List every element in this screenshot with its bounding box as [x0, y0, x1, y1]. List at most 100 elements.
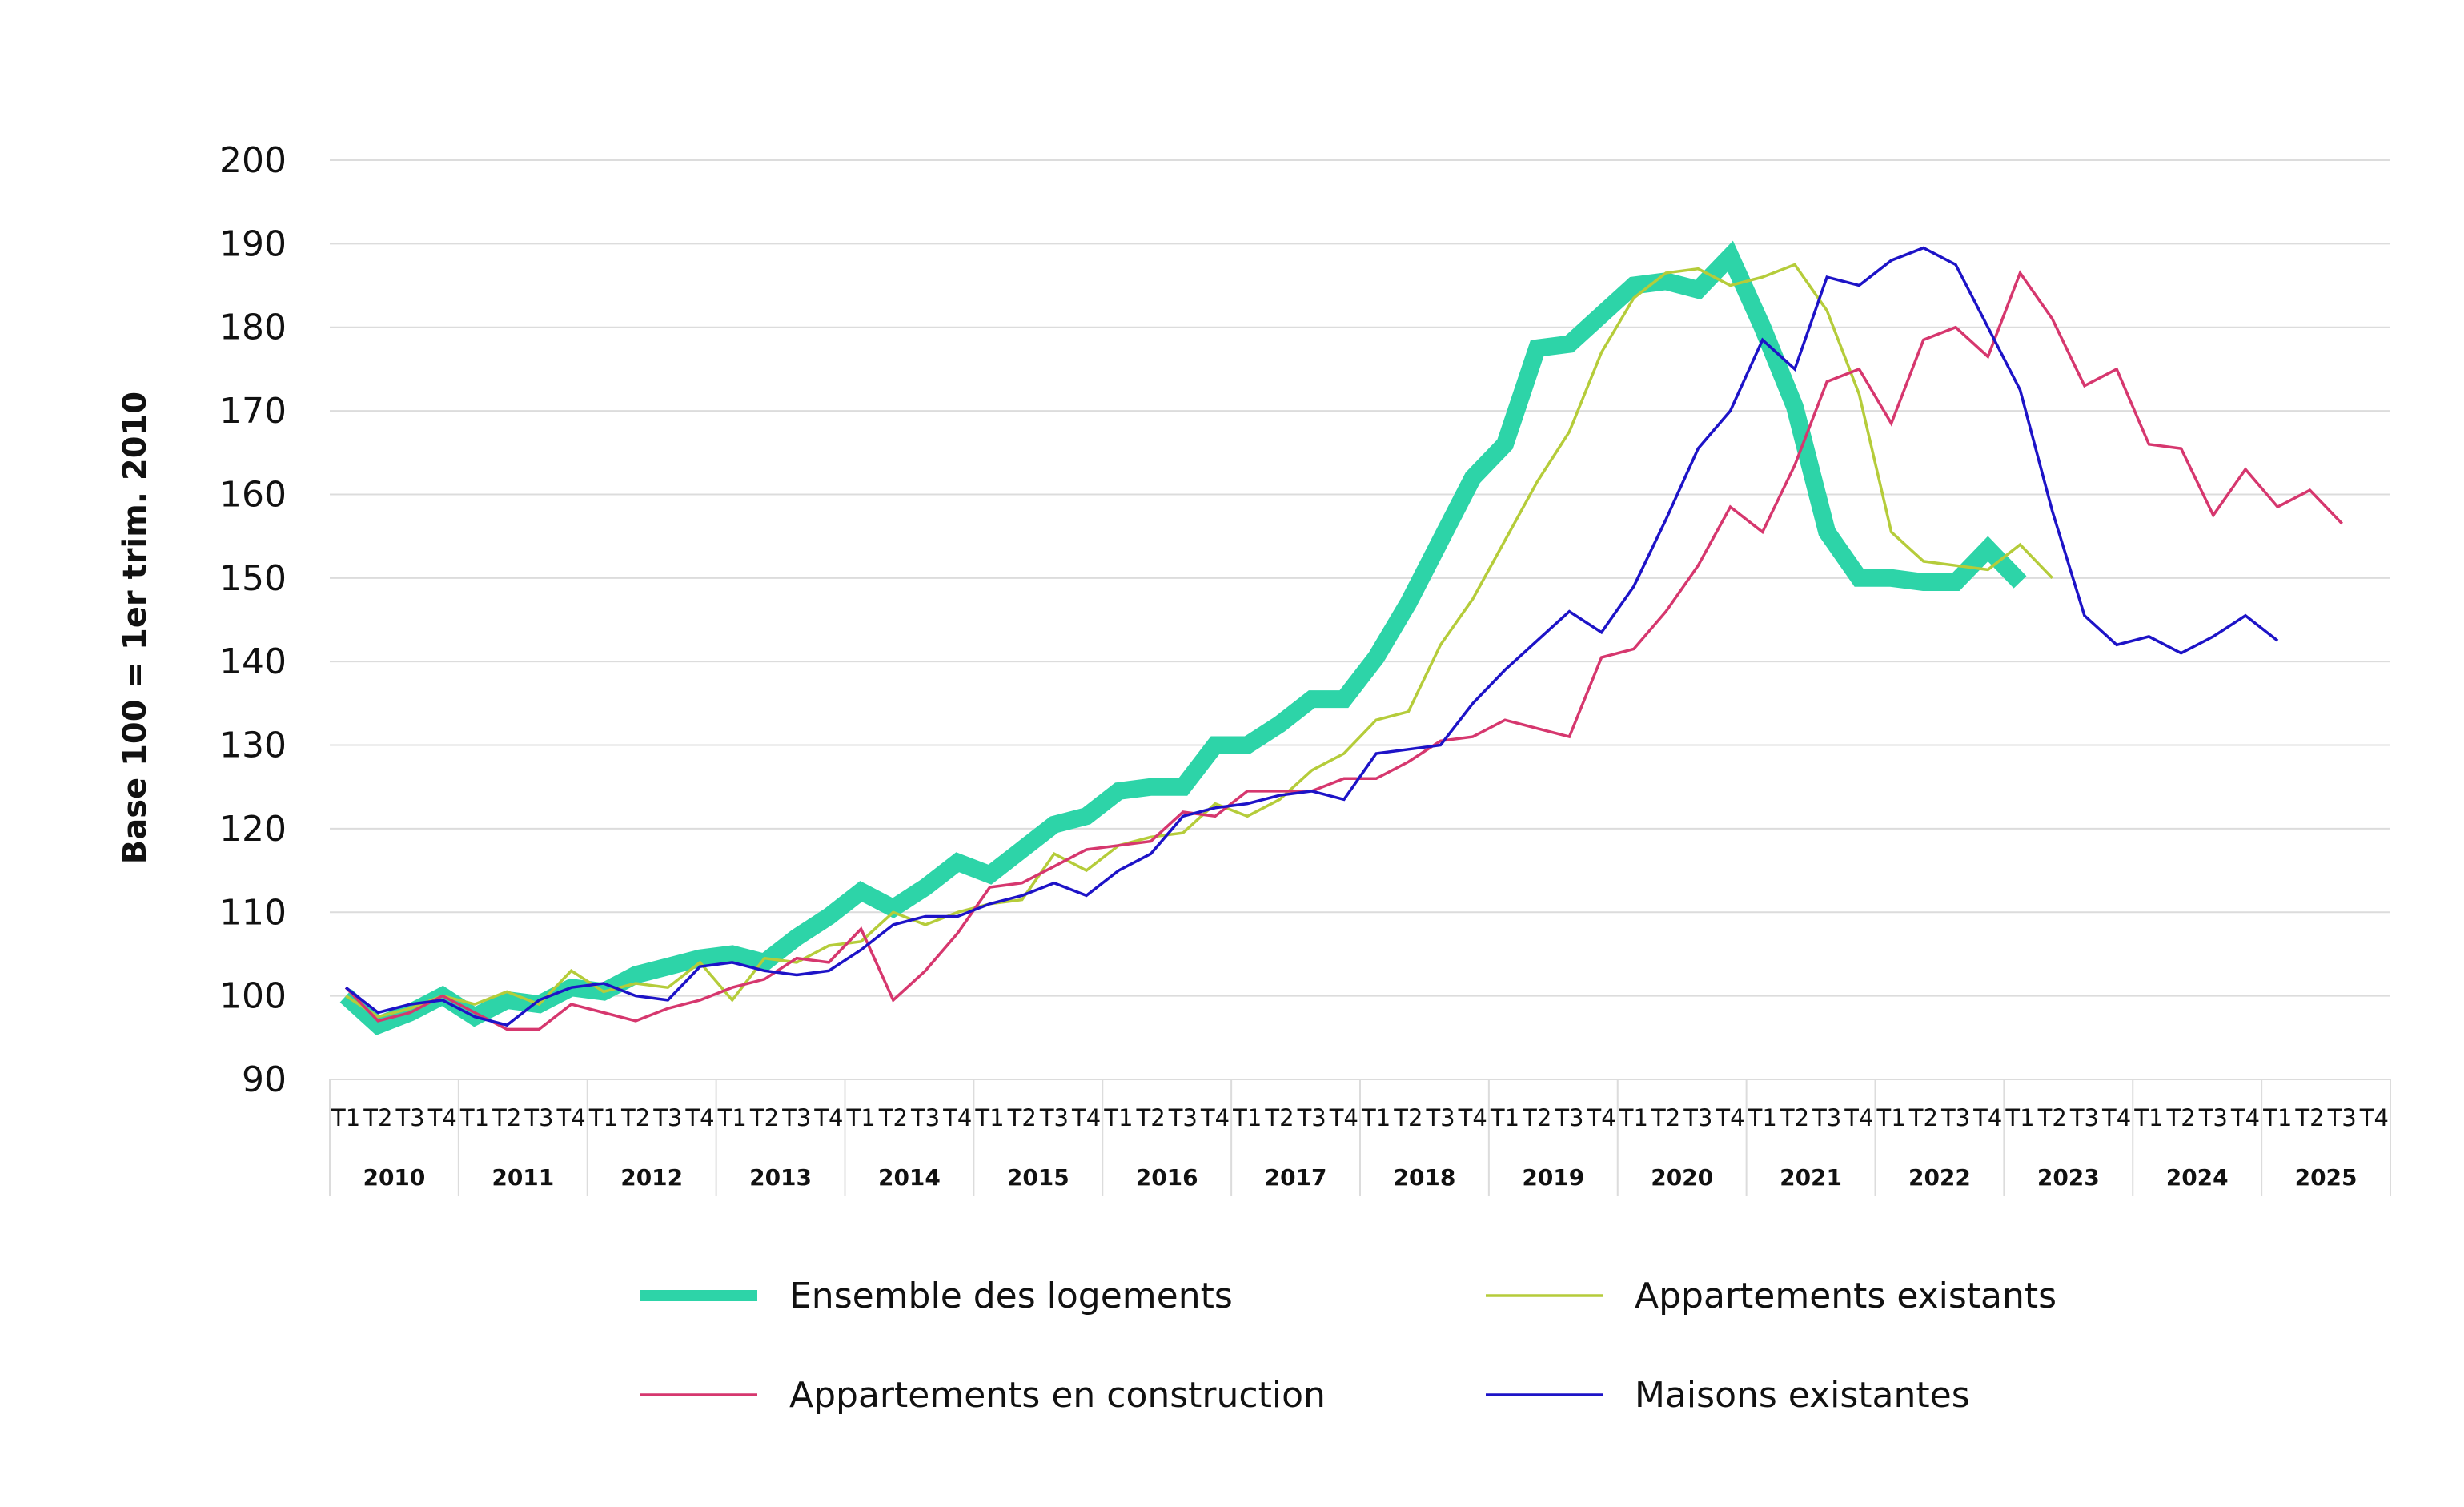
quarter-label: T1	[588, 1104, 618, 1131]
quarter-label: T1	[2133, 1104, 2163, 1131]
y-tick-label: 180	[219, 307, 287, 348]
quarter-label: T4	[1071, 1104, 1101, 1131]
series-line-appartements-existants	[345, 263, 2053, 1019]
quarter-label: T3	[2069, 1104, 2099, 1131]
year-label: 2013	[749, 1164, 812, 1191]
quarter-label: T1	[1619, 1104, 1648, 1131]
quarter-label: T4	[1329, 1104, 1358, 1131]
y-tick-label: 130	[219, 725, 287, 766]
gridlines	[330, 159, 2390, 997]
quarter-label: T3	[1683, 1104, 1712, 1131]
quarter-label: T4	[427, 1104, 457, 1131]
y-axis-ticks: 200 190 180 170 160 150 140 130 120 110 100 90	[219, 140, 287, 1100]
legend: Ensemble des logements Appartements exist…	[640, 1276, 2057, 1416]
quarter-label: T2	[363, 1104, 392, 1131]
y-tick-label: 90	[242, 1059, 287, 1100]
quarter-label: T4	[1715, 1104, 1744, 1131]
quarter-label: T1	[846, 1104, 876, 1131]
quarter-label: T3	[1168, 1104, 1198, 1131]
quarter-label: T4	[2230, 1104, 2260, 1131]
quarter-label: T2	[1135, 1104, 1165, 1131]
quarter-label: T2	[2037, 1104, 2067, 1131]
year-label: 2025	[2295, 1164, 2358, 1191]
quarter-label: T4	[813, 1104, 843, 1131]
quarter-label: T1	[1748, 1104, 1777, 1131]
quarter-label: T4	[1972, 1104, 2002, 1131]
quarter-label: T4	[556, 1104, 586, 1131]
y-tick-label: 140	[219, 641, 287, 682]
quarter-label: T2	[1908, 1104, 1938, 1131]
quarter-label: T2	[620, 1104, 650, 1131]
y-tick-label: 110	[219, 892, 287, 933]
y-tick-label: 150	[219, 558, 287, 599]
y-tick-label: 200	[219, 140, 287, 181]
year-label: 2015	[1007, 1164, 1069, 1191]
series-line-maisons-existantes	[345, 246, 2279, 1027]
quarter-label: T1	[1361, 1104, 1391, 1131]
quarter-label: T1	[1232, 1104, 1262, 1131]
legend-label-appartements-en-construction: Appartements en construction	[789, 1375, 1326, 1416]
quarter-label: T4	[2101, 1104, 2131, 1131]
quarter-label: T1	[717, 1104, 747, 1131]
y-tick-label: 120	[219, 809, 287, 850]
y-tick-label: 190	[219, 223, 287, 264]
quarter-label: T3	[1554, 1104, 1583, 1131]
quarter-label: T3	[2198, 1104, 2228, 1131]
legend-label-maisons-existantes: Maisons existantes	[1635, 1375, 1970, 1416]
quarter-label: T2	[749, 1104, 779, 1131]
legend-label-ensemble-des-logements: Ensemble des logements	[789, 1276, 1233, 1316]
year-label: 2012	[620, 1164, 683, 1191]
quarter-label: T2	[1393, 1104, 1423, 1131]
y-axis-label: Base 100 = 1er trim. 2010	[117, 392, 154, 865]
year-label: 2017	[1265, 1164, 1327, 1191]
quarter-label: T2	[2165, 1104, 2195, 1131]
quarter-label: T1	[2005, 1104, 2034, 1131]
year-label: 2024	[2166, 1164, 2229, 1191]
quarter-label: T2	[492, 1104, 521, 1131]
quarter-label: T3	[524, 1104, 553, 1131]
year-label: 2019	[1522, 1164, 1584, 1191]
quarter-label: T1	[974, 1104, 1004, 1131]
quarter-label: T3	[1812, 1104, 1841, 1131]
quarter-label: T1	[331, 1104, 360, 1131]
year-label: 2023	[2037, 1164, 2100, 1191]
quarter-label: T3	[1297, 1104, 1326, 1131]
quarter-label: T4	[942, 1104, 972, 1131]
series-lines	[339, 240, 2343, 1035]
year-label: 2010	[363, 1164, 425, 1191]
quarter-label: T4	[1587, 1104, 1616, 1131]
quarter-label: T3	[1425, 1104, 1455, 1131]
quarter-label: T2	[1522, 1104, 1551, 1131]
quarter-label: T2	[2294, 1104, 2324, 1131]
quarter-label: T1	[1876, 1104, 1906, 1131]
y-tick-label: 100	[219, 976, 287, 1017]
year-label: 2022	[1908, 1164, 1971, 1191]
quarter-label: T1	[1103, 1104, 1133, 1131]
quarter-label: T4	[1200, 1104, 1230, 1131]
year-label: 2014	[878, 1164, 941, 1191]
y-tick-label: 160	[219, 474, 287, 515]
year-label: 2016	[1136, 1164, 1198, 1191]
quarter-label: T4	[2359, 1104, 2389, 1131]
quarter-label: T2	[1780, 1104, 1809, 1131]
legend-label-appartements-existants: Appartements existants	[1635, 1276, 2057, 1316]
quarter-label: T4	[684, 1104, 714, 1131]
quarter-label: T4	[1458, 1104, 1487, 1131]
series-line-ensemble-des-logements	[339, 240, 2027, 1035]
quarter-label: T1	[459, 1104, 489, 1131]
y-tick-label: 170	[219, 391, 287, 432]
year-label: 2021	[1780, 1164, 1842, 1191]
quarter-label: T3	[1039, 1104, 1069, 1131]
quarter-label: T1	[1490, 1104, 1519, 1131]
quarter-label: T3	[781, 1104, 811, 1131]
series-line-appartements-en-construction	[344, 270, 2343, 1031]
quarter-label: T3	[910, 1104, 940, 1131]
quarter-label: T1	[2262, 1104, 2292, 1131]
quarter-label: T2	[1264, 1104, 1294, 1131]
quarter-label: T2	[1651, 1104, 1680, 1131]
quarter-label: T3	[2327, 1104, 2357, 1131]
quarter-label: T3	[1940, 1104, 1970, 1131]
